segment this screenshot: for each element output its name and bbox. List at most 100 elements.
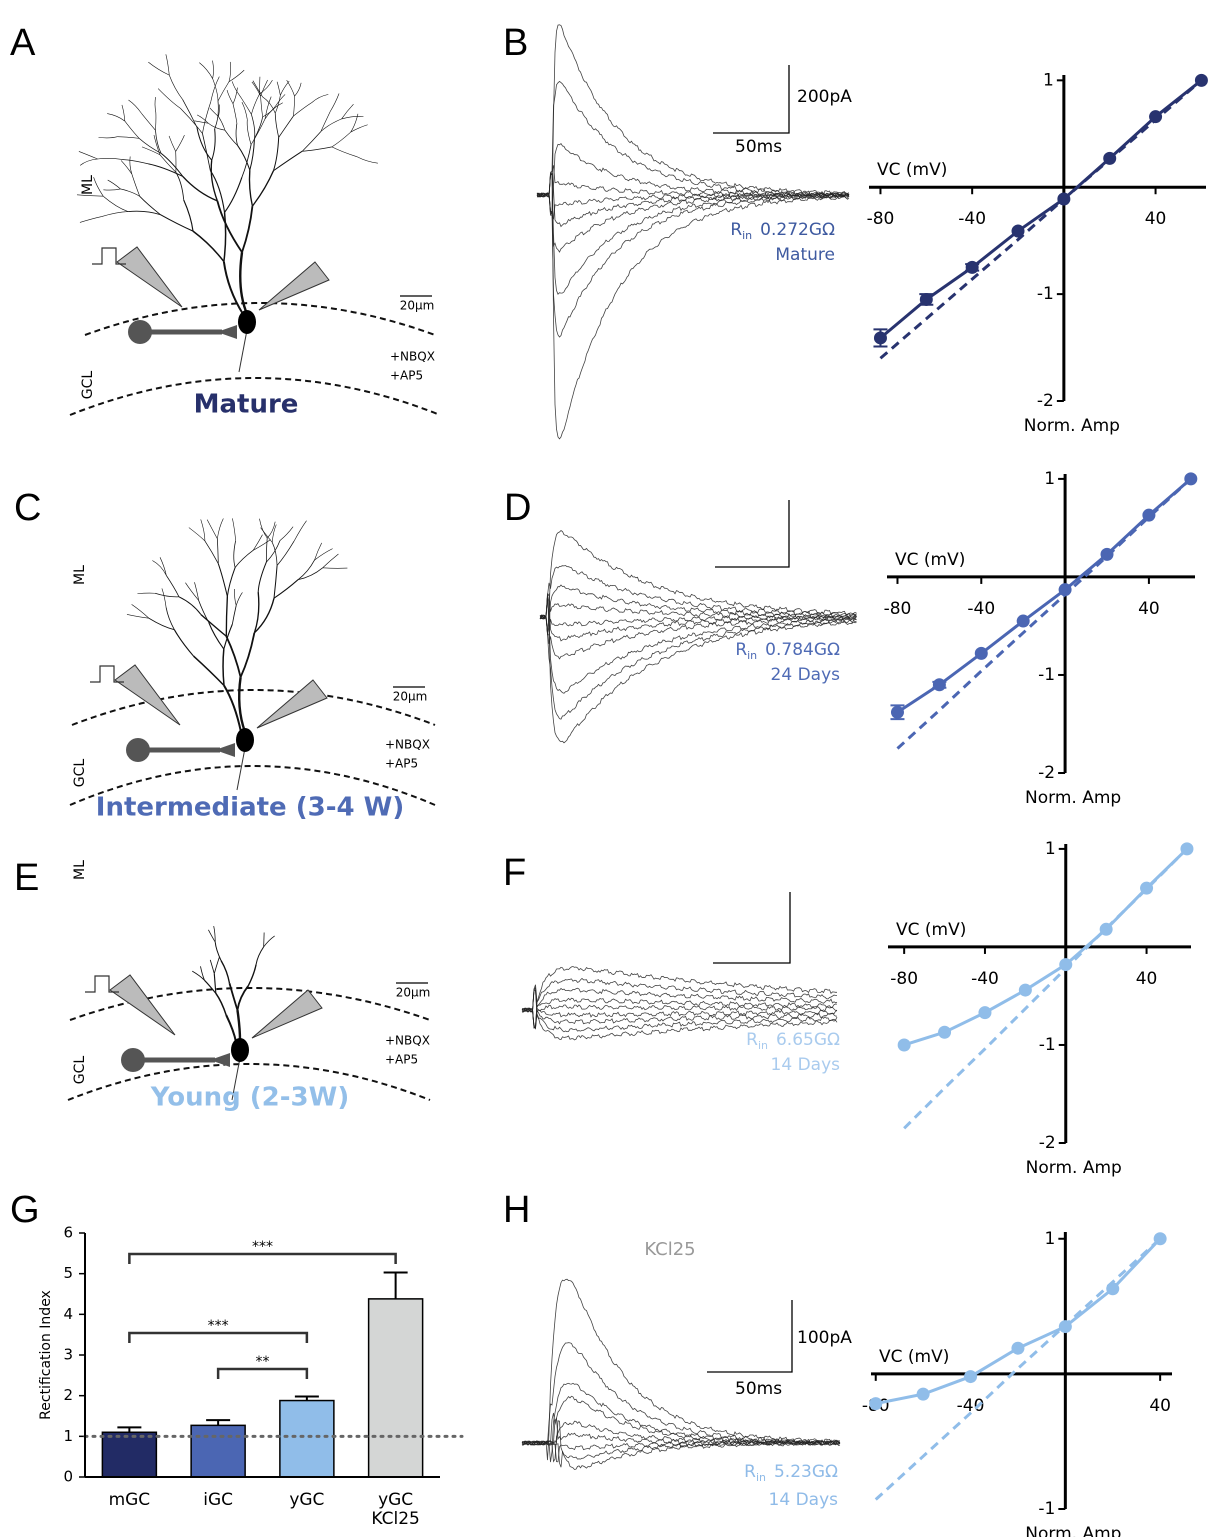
dendrite: [246, 119, 252, 145]
dendrite: [265, 537, 268, 563]
dendrite: [141, 146, 161, 156]
y-tick-label: 1: [1044, 469, 1055, 489]
dendrite: [262, 96, 276, 114]
dendrite: [234, 550, 254, 568]
dendrite: [160, 214, 194, 232]
dendrite: [272, 137, 280, 171]
drug-label: +AP5: [390, 369, 423, 383]
layer-boundary: [71, 689, 436, 726]
y-tick-label: -2: [1038, 763, 1055, 783]
dendrite: [266, 540, 281, 563]
dendrite: [239, 632, 256, 678]
y-tick-label: 6: [63, 1224, 73, 1242]
dendrite: [259, 79, 273, 94]
dendrite: [232, 103, 238, 124]
dendrite: [298, 567, 323, 580]
current-trace: [536, 143, 850, 215]
x-tick-label: iGC: [203, 1491, 234, 1510]
current-trace: [521, 1004, 838, 1029]
dendrite: [175, 134, 185, 152]
amp-scale: 200pA: [797, 87, 852, 107]
dendrite: [228, 69, 245, 83]
dendrite: [182, 99, 198, 128]
dendrite: [131, 173, 141, 197]
dendrite: [241, 144, 252, 178]
dendrite: [208, 622, 225, 650]
r-value: 0.272GΩ: [760, 220, 835, 240]
time-scale: 50ms: [735, 137, 782, 157]
dendrite: [194, 120, 209, 124]
y-tick-label: 2: [63, 1386, 73, 1404]
dendrite: [208, 122, 225, 131]
dendrite: [224, 129, 238, 146]
pipette: [251, 989, 323, 1039]
dendrite: [235, 123, 238, 146]
layer-boundary: [67, 1063, 431, 1101]
layer-boundary: [69, 377, 441, 416]
dendrite: [276, 81, 281, 96]
dendrite: [251, 81, 261, 97]
dendrite: [107, 113, 126, 122]
current-trace: [539, 529, 857, 635]
dendrite: [166, 575, 180, 597]
dendrite: [213, 957, 220, 974]
dendrite: [204, 540, 219, 564]
dendrite: [254, 116, 263, 140]
dendrite: [251, 170, 275, 207]
dendrite: [196, 114, 209, 124]
cell-age: 14 Days: [769, 1490, 839, 1510]
y-tick-label: 1: [1045, 1229, 1056, 1249]
r-subscript: in: [758, 1039, 768, 1052]
x-tick-label: mGC: [108, 1491, 151, 1510]
dendrite: [232, 518, 236, 541]
dendrite: [217, 518, 224, 539]
dendrite: [247, 964, 257, 987]
dendrite: [126, 614, 149, 619]
amp-scale: 100pA: [797, 1328, 852, 1348]
dendrite: [293, 96, 295, 117]
dendrite: [330, 93, 340, 112]
dendrite: [192, 230, 225, 263]
dendrite: [293, 520, 307, 542]
y-tick-label: -1: [1038, 665, 1055, 685]
r-subscript: in: [747, 649, 757, 662]
dendrite: [128, 210, 161, 216]
dendrite: [264, 102, 283, 120]
dendrite: [251, 93, 260, 115]
dendrite: [199, 62, 213, 79]
series-line: [875, 1237, 1162, 1406]
significance-bracket: [128, 1252, 397, 1264]
data-point: [974, 646, 988, 660]
dendrite: [202, 101, 212, 134]
current-trace: [539, 596, 857, 694]
bar: [190, 1424, 246, 1478]
dendrite: [214, 942, 222, 961]
cell-age: Mature: [775, 245, 835, 265]
x-axis-label: VC (mV): [896, 920, 966, 940]
dendrite: [182, 175, 218, 202]
dendrite: [222, 649, 225, 686]
x-tick-label: 40: [1145, 209, 1167, 229]
r-symbol: R: [746, 1030, 758, 1050]
dendrite: [120, 160, 133, 175]
data-point: [932, 678, 946, 692]
x-axis-label: VC (mV): [895, 550, 965, 570]
y-axis-label: Norm. Amp: [1025, 1524, 1121, 1537]
dendrite: [224, 177, 243, 213]
dendrite: [234, 589, 237, 606]
dendrite: [209, 107, 219, 117]
pipette: [116, 246, 183, 308]
current-trace: [539, 614, 857, 660]
step-icon: [90, 665, 124, 683]
dendrite: [178, 596, 202, 615]
dendrite: [286, 79, 295, 97]
dendrite: [79, 158, 98, 166]
scale-label: 20µm: [396, 986, 431, 1000]
cell-age: 14 Days: [771, 1055, 841, 1075]
current-trace: [539, 616, 857, 720]
dendrite: [331, 146, 357, 157]
current-trace: [521, 977, 837, 1013]
dendrite: [212, 78, 219, 101]
y-tick-label: 0: [63, 1468, 73, 1486]
dendrite: [165, 607, 175, 630]
